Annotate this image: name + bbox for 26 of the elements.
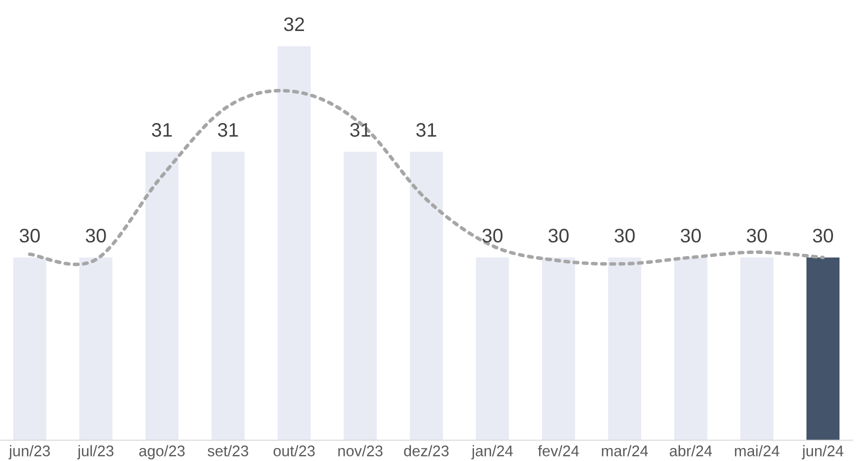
x-tick-label: jul/23 <box>77 445 114 460</box>
x-tick-label: ago/23 <box>139 445 185 460</box>
x-tick-label: mar/24 <box>602 445 648 456</box>
x-tick-label: dez/23 <box>404 445 449 456</box>
data-label: 30 <box>746 228 767 242</box>
x-tick-label: fev/24 <box>538 445 579 456</box>
x-tick-label: jan/24 <box>471 445 513 460</box>
x-tick-label: jun/23 <box>8 445 50 460</box>
x-tick-label: mai/24 <box>734 445 780 456</box>
x-tick-label: set/23 <box>208 445 248 456</box>
data-label: 30 <box>680 228 701 242</box>
data-label: 31 <box>218 123 238 137</box>
x-tick-label: nov/23 <box>338 445 383 456</box>
data-label: 30 <box>812 228 834 242</box>
x-tick-label: abr/24 <box>670 445 712 456</box>
data-label: 32 <box>284 17 304 32</box>
data-label: 31 <box>350 123 370 137</box>
data-label: 30 <box>20 228 40 242</box>
data-label: 30 <box>482 228 503 242</box>
data-label: 30 <box>614 228 635 242</box>
data-label: 30 <box>86 228 106 242</box>
data-label: 31 <box>416 123 436 137</box>
data-label: 30 <box>548 228 569 242</box>
data-label: 31 <box>152 123 172 137</box>
x-tick-label: jun/24 <box>802 445 844 460</box>
x-tick-label: out/23 <box>274 445 315 456</box>
